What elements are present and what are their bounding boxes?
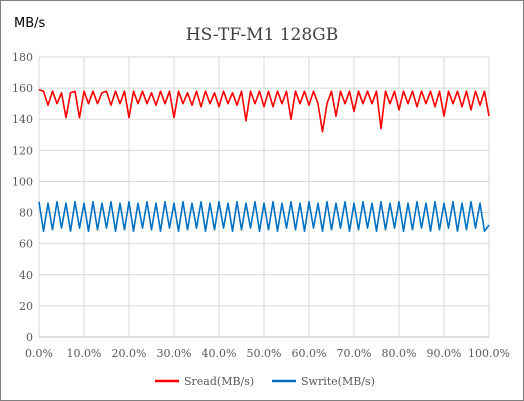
- y-tick-label: 40: [19, 269, 33, 282]
- x-tick-label: 60.0%: [292, 347, 327, 360]
- x-tick-label: 0.0%: [25, 347, 53, 360]
- y-tick-label: 100: [12, 175, 33, 188]
- x-tick-label: 80.0%: [382, 347, 417, 360]
- legend: Sread(MB/s) Swrite(MB/s): [155, 375, 375, 388]
- x-tick-labels: 0.0% 10.0% 20.0% 30.0% 40.0% 50.0% 60.0% 70.0% 8…: [25, 347, 510, 360]
- y-axis-label: MB/s: [14, 16, 46, 31]
- y-tick-label: 160: [12, 82, 33, 95]
- y-tick-label: 80: [19, 207, 33, 220]
- legend-label-1: Swrite(MB/s): [301, 375, 375, 388]
- x-tick-label: 20.0%: [112, 347, 147, 360]
- y-tick-label: 120: [12, 144, 33, 157]
- y-tick-labels: 0 20 40 60 80 100 120 140 160 180: [12, 51, 33, 344]
- x-tick-label: 30.0%: [157, 347, 192, 360]
- y-tick-label: 20: [19, 300, 33, 313]
- y-tick-label: 140: [12, 113, 33, 126]
- x-tick-label: 100.0%: [468, 347, 510, 360]
- series-line-1: [38, 200, 490, 232]
- x-tick-label: 10.0%: [67, 347, 102, 360]
- y-tick-label: 180: [12, 51, 33, 64]
- y-tick-label: 60: [19, 238, 33, 251]
- gridlines: [38, 56, 490, 338]
- series-line-0: [38, 88, 490, 133]
- x-tick-label: 70.0%: [337, 347, 372, 360]
- x-tick-label: 50.0%: [247, 347, 282, 360]
- chart-title: HS-TF-M1 128GB: [186, 25, 339, 45]
- x-tick-label: 40.0%: [202, 347, 237, 360]
- legend-label-0: Sread(MB/s): [184, 375, 254, 388]
- y-tick-label: 0: [26, 331, 33, 344]
- x-tick-label: 90.0%: [427, 347, 462, 360]
- series-lines: [38, 88, 490, 232]
